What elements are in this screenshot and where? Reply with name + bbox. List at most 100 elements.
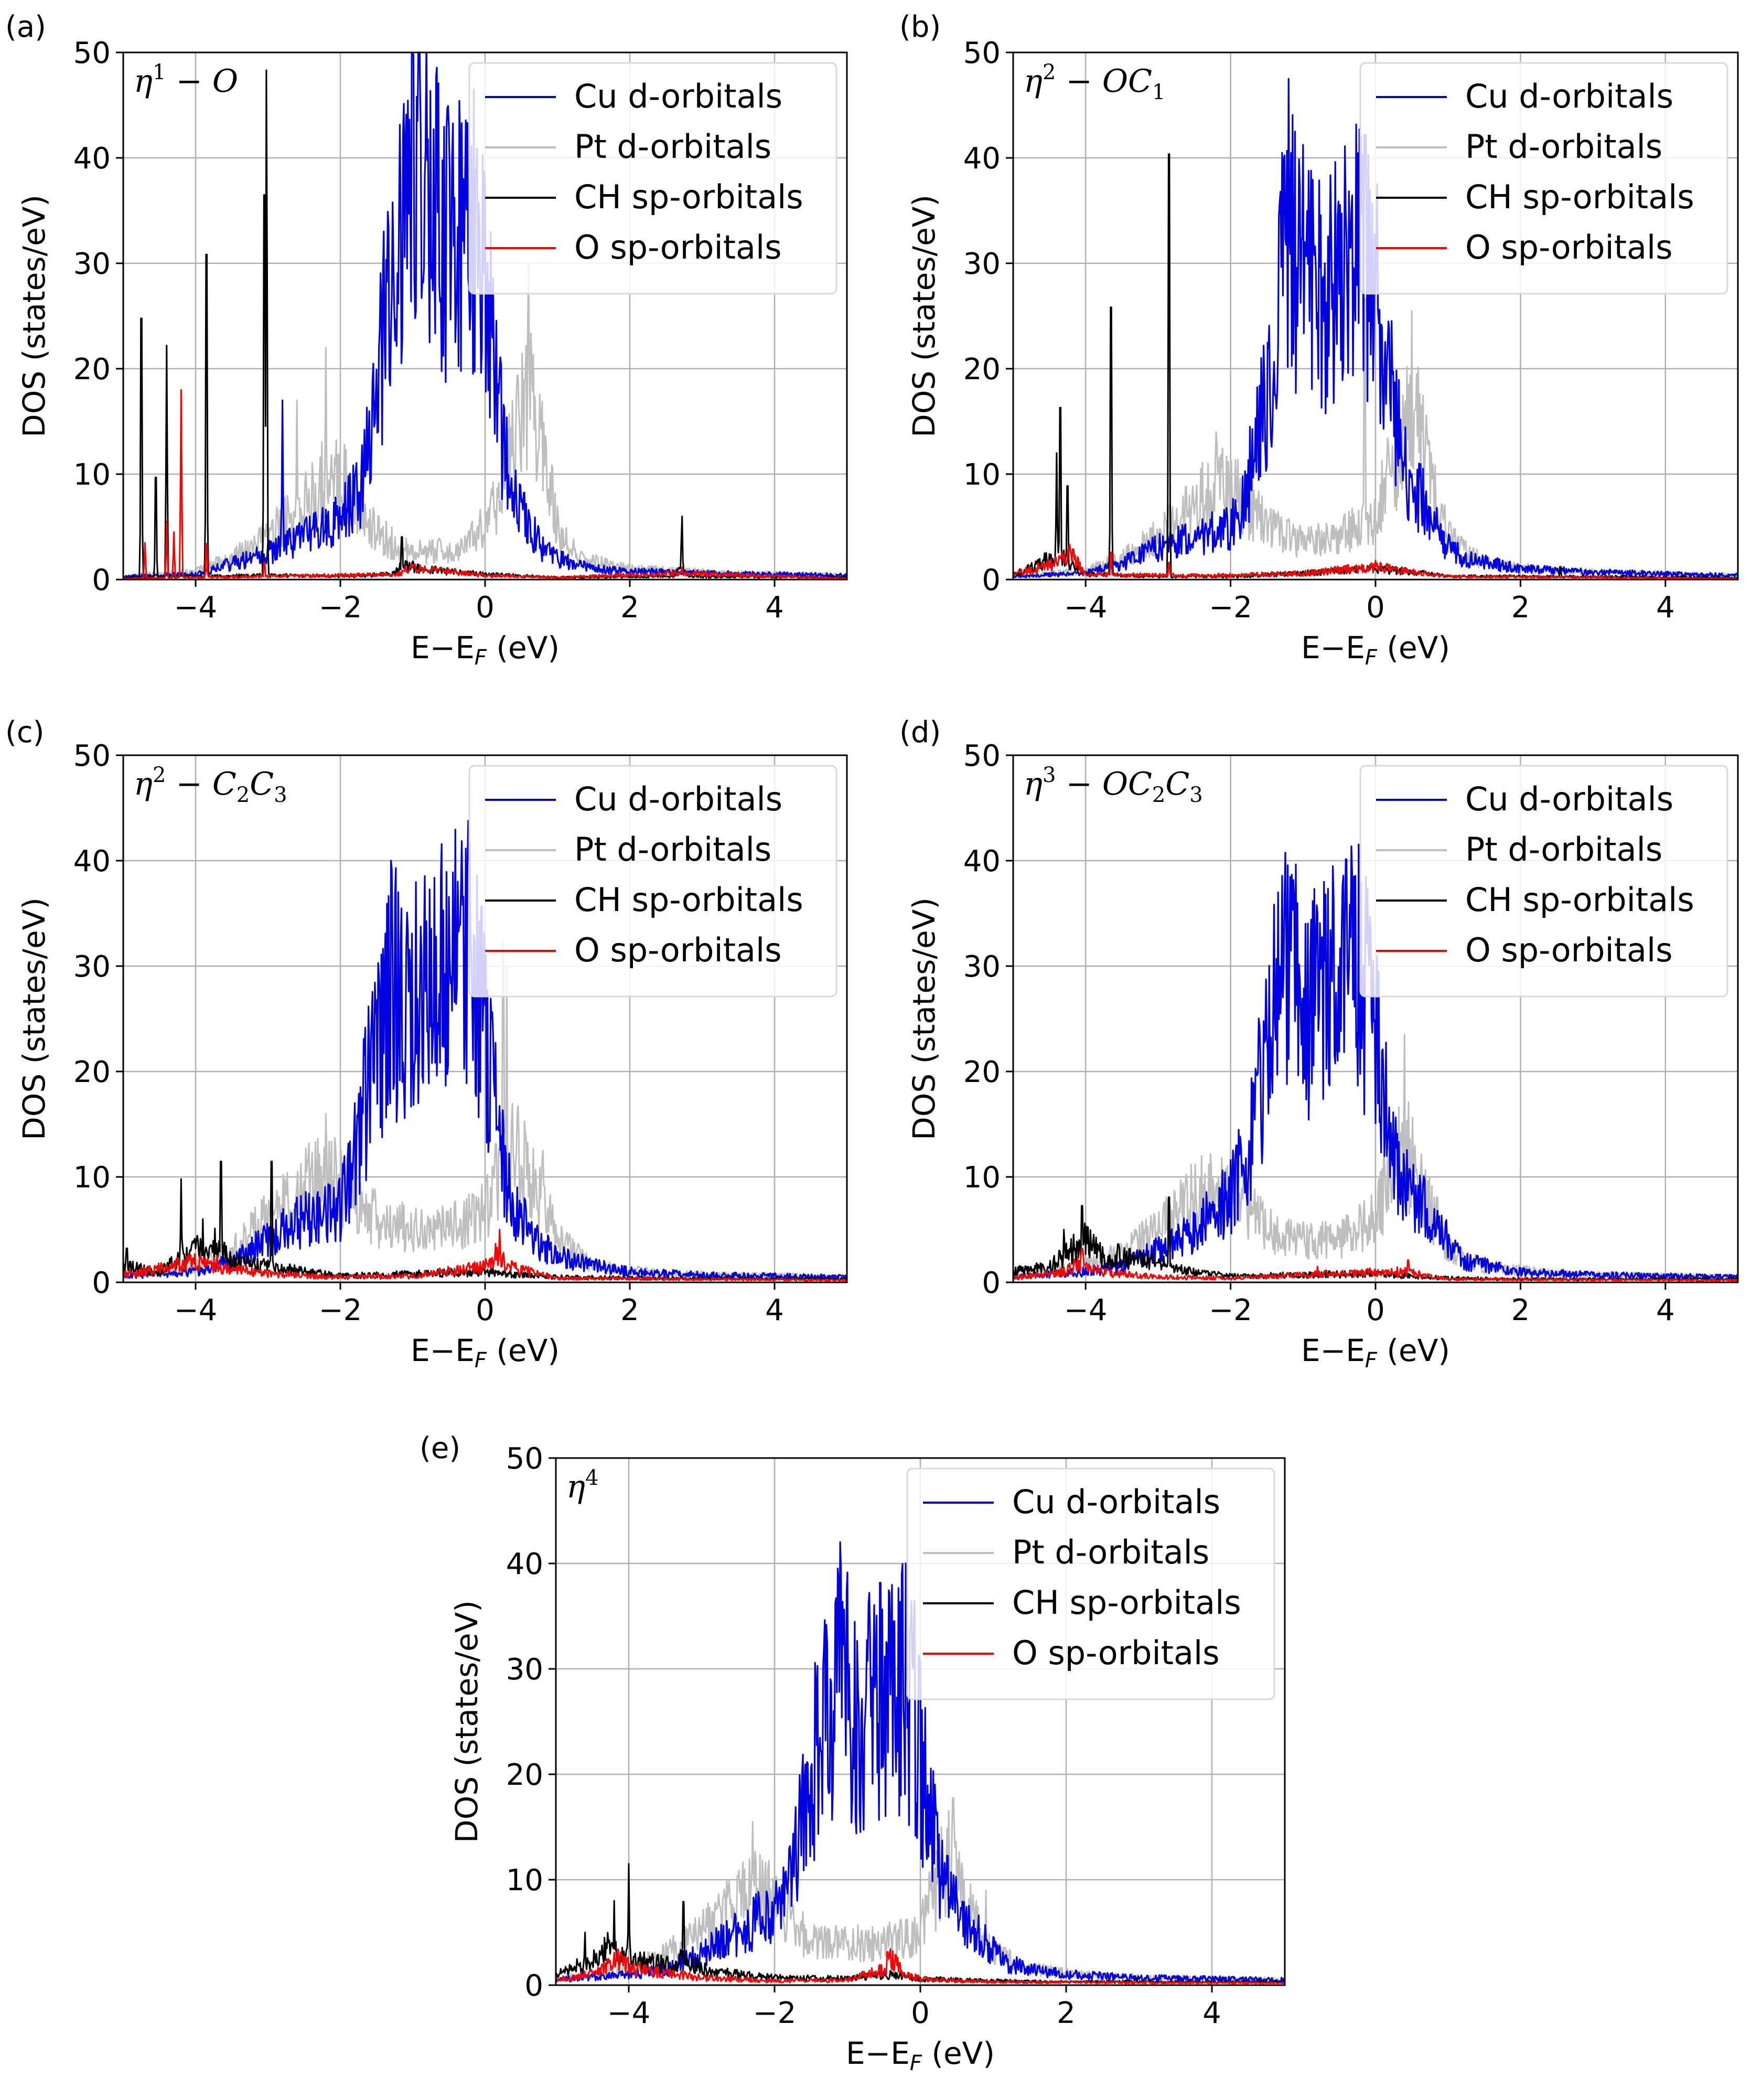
series-line-o [123,1229,847,1282]
x-tick-label: 0 [476,1293,495,1327]
series-line-ch [123,69,847,580]
y-axis-label: DOS (states/eV) [449,1600,485,1843]
legend: Cu d-orbitals Pt d-orbitals CH sp-orbitals… [1359,62,1728,295]
series-line-ch [123,1161,847,1281]
legend: Cu d-orbitals Pt d-orbitals CH sp-orbitals… [906,1467,1275,1700]
legend-entry-cu: Cu d-orbitals [1465,780,1673,818]
y-tick-label: 40 [73,844,111,878]
panel-letter: (a) [5,10,46,44]
y-tick-label: 50 [963,739,1001,773]
y-tick-label: 30 [963,950,1001,984]
legend-box [468,765,837,998]
y-tick-label: 40 [963,844,1001,878]
legend-entry-o: O sp-orbitals [574,931,782,969]
legend-entry-ch: CH sp-orbitals [1465,178,1694,216]
x-tick-label: 2 [620,591,639,625]
y-tick-label: 40 [73,142,111,176]
x-tick-label: −4 [1064,591,1108,625]
y-tick-label: 0 [524,1969,543,2003]
y-axis-label: DOS (states/eV) [16,897,52,1140]
x-tick-label: 2 [1511,591,1530,625]
y-tick-label: 10 [963,1161,1001,1195]
y-tick-label: 50 [963,36,1001,70]
legend-entry-o: O sp-orbitals [1465,931,1673,969]
legend: Cu d-orbitals Pt d-orbitals CH sp-orbitals… [468,62,837,295]
legend-entry-ch: CH sp-orbitals [1465,881,1694,919]
series-line-ch [1013,1196,1738,1282]
adsorption-site-label: η2 − C2C3 [134,763,287,807]
x-tick-label: 0 [911,1996,930,2030]
x-tick-label: 0 [476,591,495,625]
y-tick-label: 20 [963,1055,1001,1089]
y-tick-label: 40 [963,142,1001,176]
x-tick-label: 4 [765,1293,784,1327]
x-axis-label: E−EF (eV) [411,1333,560,1373]
panel-letter: (c) [5,715,44,749]
legend: Cu d-orbitals Pt d-orbitals CH sp-orbitals… [1359,765,1728,998]
legend-entry-cu: Cu d-orbitals [1465,77,1673,115]
series-line-o [1013,1247,1738,1282]
legend-entry-pt: Pt d-orbitals [574,830,771,869]
y-axis-label: DOS (states/eV) [906,897,942,1140]
legend-entry-pt: Pt d-orbitals [1465,830,1662,869]
y-tick-label: 10 [73,458,111,492]
series-line-ch [556,1863,1285,1985]
y-tick-label: 20 [73,1055,111,1089]
legend-entry-pt: Pt d-orbitals [1012,1533,1209,1571]
legend: Cu d-orbitals Pt d-orbitals CH sp-orbitals… [468,765,837,998]
x-axis-label: E−EF (eV) [1301,1333,1450,1373]
adsorption-site-label: η1 − O [134,60,238,100]
x-tick-label: −4 [174,1293,218,1327]
y-tick-label: 0 [92,1266,111,1300]
x-tick-label: 0 [1366,591,1385,625]
x-tick-label: −4 [174,591,218,625]
adsorption-site-label: η3 − OC2C3 [1024,763,1203,807]
adsorption-site-label: η4 [566,1466,598,1505]
y-tick-label: 10 [506,1863,543,1898]
x-tick-label: 2 [1057,1996,1076,2030]
series-line-cu [1013,843,1738,1280]
panel-letter: (b) [899,10,941,44]
legend-entry-o: O sp-orbitals [574,228,782,266]
y-axis-label: DOS (states/eV) [16,195,52,437]
y-tick-label: 20 [506,1758,543,1792]
legend-entry-ch: CH sp-orbitals [574,881,803,919]
y-tick-label: 20 [963,352,1001,387]
y-tick-label: 20 [73,352,111,387]
x-tick-label: −2 [1209,591,1252,625]
x-tick-label: −4 [1064,1293,1108,1327]
legend-entry-o: O sp-orbitals [1012,1634,1220,1672]
x-tick-label: 4 [1656,591,1675,625]
legend-entry-ch: CH sp-orbitals [1012,1583,1241,1622]
y-tick-label: 40 [506,1547,543,1581]
y-tick-label: 30 [506,1653,543,1687]
x-tick-label: −2 [319,591,362,625]
series-line-o [556,1948,1285,1985]
legend-box [906,1467,1275,1700]
adsorption-site-label: η2 − OC1 [1024,60,1165,104]
legend-entry-ch: CH sp-orbitals [574,178,803,216]
series-line-pt [556,1797,1285,1983]
x-tick-label: −4 [607,1996,651,2030]
y-tick-label: 30 [963,247,1001,281]
legend-box [1359,765,1728,998]
x-tick-label: 2 [1511,1293,1530,1327]
legend-entry-cu: Cu d-orbitals [1012,1483,1220,1521]
y-tick-label: 30 [73,247,111,281]
x-tick-label: 4 [1202,1996,1221,2030]
x-tick-label: −2 [319,1293,362,1327]
x-tick-label: 4 [765,591,784,625]
x-tick-label: 0 [1366,1293,1385,1327]
x-tick-label: −2 [753,1996,797,2030]
legend-entry-pt: Pt d-orbitals [1465,127,1662,166]
legend-entry-pt: Pt d-orbitals [574,127,771,166]
x-tick-label: 2 [620,1293,639,1327]
y-tick-label: 50 [73,36,111,70]
series-line-ch [1013,153,1738,580]
